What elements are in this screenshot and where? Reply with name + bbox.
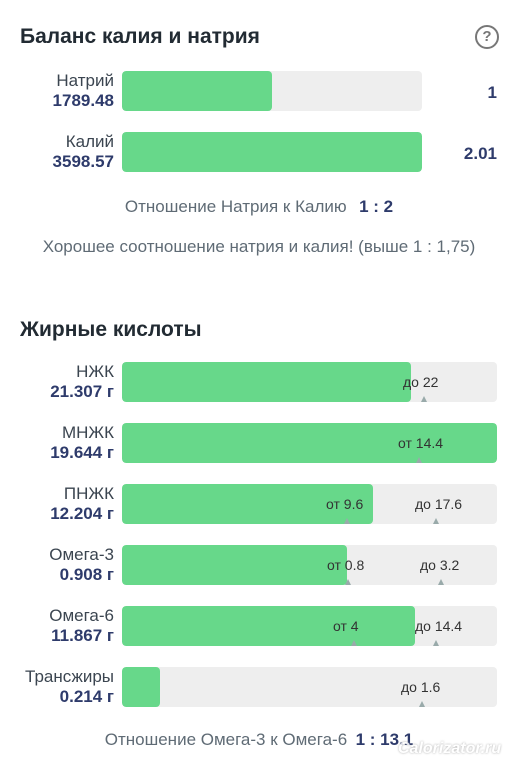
fat-bar-fill [122,545,347,585]
potassium-ratio: 2.01 [463,144,497,163]
fat-bar-fill [122,606,415,646]
fat-value: 12.204 г [50,504,114,523]
fat-bar [122,545,497,585]
fat-bar-fill [122,667,160,707]
sodium-bar-fill [122,71,272,111]
fat-value: 19.644 г [50,443,114,462]
balance-title: Баланс калия и натрия [20,25,260,48]
fat-max-label-marker [421,396,427,402]
sodium-bar [122,71,422,111]
fat-name: МНЖК [61,423,114,442]
fat-max-label-marker [419,701,425,707]
fat-max-label: до 14.4 [415,618,463,634]
fat-value: 0.908 г [59,565,114,584]
na-k-ratio-label: Отношение Натрия к Калию [124,197,347,216]
fat-value: 21.307 г [50,382,114,401]
fat-bar [122,484,497,524]
fat-min-label-marker [416,457,422,463]
omega-ratio-value: 1 : 13.1 [355,730,414,749]
fat-min-label: от 9.6 [326,496,364,512]
help-icon[interactable]: ? [475,25,499,49]
fat-name: НЖК [76,362,114,381]
fat-max-label: до 22 [403,374,439,390]
fat-bar-fill [122,484,373,524]
fat-name: Трансжиры [25,667,114,686]
potassium-bar-fill [122,132,422,172]
fat-bar [122,423,497,463]
fat-value: 11.867 г [51,626,114,645]
fats-title: Жирные кислоты [20,318,202,341]
fat-min-label: от 4 [333,618,359,634]
omega-ratio-label: Отношение Омега-3 к Омега-6 [104,730,348,749]
fat-bar [122,606,497,646]
watermark-logo: Calorizator.ru [398,740,502,757]
potassium-value: 3598.57 [52,152,114,171]
fat-max-label-marker [438,579,444,585]
fat-max-label: до 1.6 [401,679,441,695]
fat-name: ПНЖК [63,484,114,503]
fat-min-label-marker [351,640,357,646]
na-k-ratio: Отношение Натрия к Калию 1 : 2 [0,197,518,217]
sodium-ratio: 1 [487,83,497,102]
fat-name: Омега-6 [49,606,114,625]
potassium-label: Калий [65,132,114,151]
sodium-label: Натрий [56,71,114,90]
fat-bar-fill [122,362,411,402]
fat-max-label: до 17.6 [415,496,463,512]
fat-max-label-marker [433,518,439,524]
fat-value: 0.214 г [59,687,114,706]
fat-min-label-marker [344,518,350,524]
balance-message: Хорошее соотношение натрия и калия! (выш… [42,237,476,256]
na-k-ratio-value: 1 : 2 [359,197,394,216]
fat-min-label: от 14.4 [398,435,444,451]
fat-bar [122,667,497,707]
fat-max-label: до 3.2 [420,557,460,573]
fat-name: Омега-3 [49,545,114,564]
fat-max-label-marker [433,640,439,646]
sodium-value: 1789.48 [52,91,114,110]
fat-min-label: от 0.8 [327,557,365,573]
potassium-bar [122,132,422,172]
fat-bar-fill [122,423,497,463]
fat-min-label-marker [345,579,351,585]
omega-ratio: Отношение Омега-3 к Омега-6 1 : 13.1 [0,730,518,750]
fat-bar [122,362,497,402]
